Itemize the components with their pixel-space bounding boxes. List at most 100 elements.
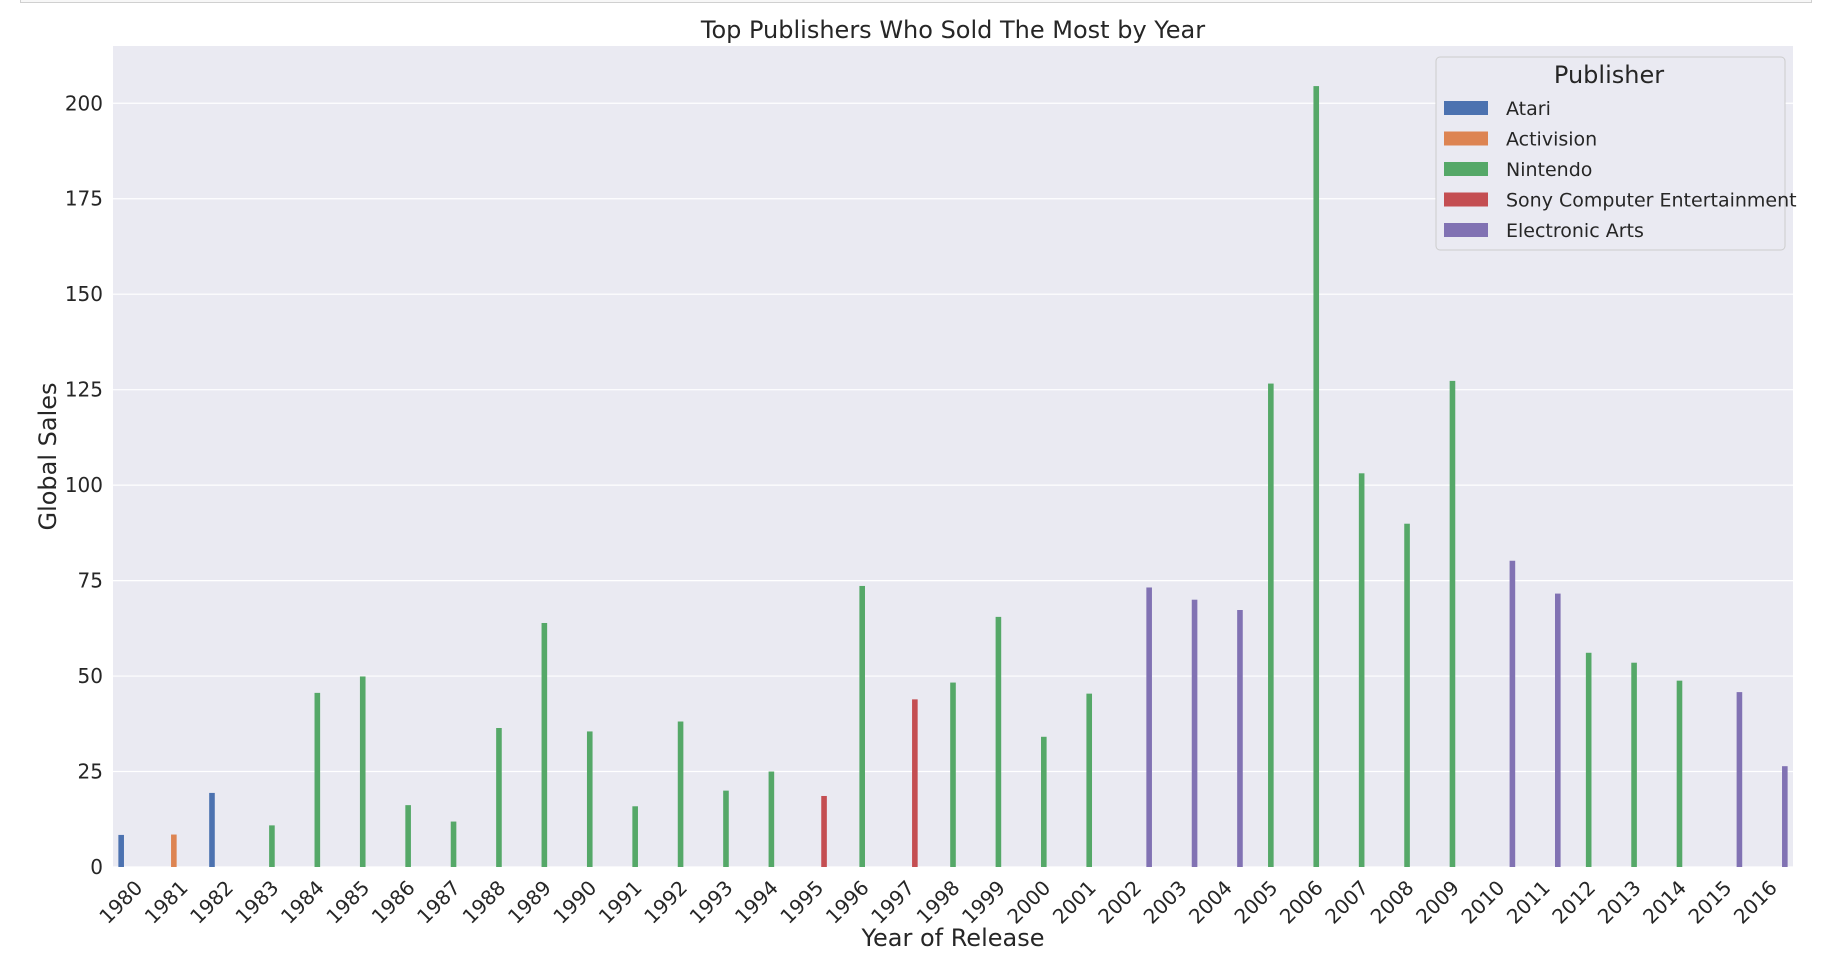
bar: [821, 795, 827, 867]
legend-swatch: [1444, 101, 1488, 115]
legend-swatch: [1444, 192, 1488, 207]
y-tick-label: 75: [78, 569, 103, 593]
bar: [1585, 652, 1592, 867]
x-axis-ticks: 1980198119821983198419851986198719881989…: [94, 876, 1782, 929]
x-tick-label: 1996: [821, 876, 874, 929]
x-tick-label: 2001: [1048, 876, 1101, 929]
x-tick-label: 2010: [1456, 876, 1509, 929]
x-tick-label: 1997: [866, 876, 919, 929]
bar: [768, 771, 775, 867]
bars: [118, 86, 1788, 868]
x-tick-label: 2014: [1638, 876, 1691, 929]
x-tick-label: 1985: [321, 876, 374, 929]
x-tick-label: 2006: [1275, 876, 1328, 929]
window-frame: [20, 0, 1812, 3]
x-tick-label: 2016: [1729, 876, 1782, 929]
x-tick-label: 2008: [1366, 876, 1419, 929]
x-tick-label: 2009: [1411, 876, 1464, 929]
bar: [723, 790, 729, 867]
x-tick-label: 1994: [730, 876, 783, 929]
bar: [586, 731, 593, 867]
y-axis-ticks: 0 25 50 75 100 125 150 175 200: [65, 91, 103, 879]
legend-label: Activision: [1506, 129, 1597, 151]
bar: [541, 622, 548, 867]
legend-label: Sony Computer Entertainment: [1506, 190, 1797, 212]
x-tick-label: 2003: [1139, 876, 1192, 929]
x-tick-label: 1992: [639, 876, 692, 929]
bar: [1041, 736, 1047, 867]
bar: [314, 692, 321, 867]
legend-label: Nintendo: [1506, 159, 1592, 181]
x-tick-label: 1988: [458, 876, 511, 929]
bar: [1555, 593, 1561, 867]
x-tick-label: 1983: [230, 876, 283, 929]
bar: [677, 721, 684, 867]
y-tick-label: 100: [65, 473, 103, 497]
x-tick-label: 1998: [912, 876, 965, 929]
x-tick-label: 2005: [1229, 876, 1282, 929]
x-tick-label: 1987: [412, 876, 465, 929]
bar: [1449, 380, 1456, 867]
x-tick-label: 1986: [367, 876, 420, 929]
chart-title: Top Publishers Who Sold The Most by Year: [700, 16, 1205, 44]
bar: [209, 792, 215, 867]
y-tick-label: 175: [65, 187, 103, 211]
legend-swatch: [1444, 131, 1488, 146]
x-tick-label: 1995: [775, 876, 828, 929]
x-tick-label: 2015: [1683, 876, 1736, 929]
legend-swatch: [1444, 223, 1488, 237]
y-tick-label: 0: [90, 855, 103, 879]
x-tick-label: 1984: [276, 876, 329, 929]
legend: Publisher Atari Activision Nintendo Sony Co…: [1435, 56, 1797, 251]
y-tick-label: 50: [78, 664, 103, 688]
y-tick-label: 25: [78, 760, 103, 784]
bar: [171, 834, 177, 867]
x-tick-label: 1991: [594, 876, 647, 929]
bar: [450, 821, 457, 867]
bar: [1676, 680, 1683, 867]
x-tick-label: 1989: [503, 876, 556, 929]
x-tick-label: 2013: [1593, 876, 1646, 929]
legend-items: Atari Activision Nintendo Sony Computer Ent…: [1444, 98, 1797, 242]
x-tick-label: 2004: [1184, 876, 1237, 929]
x-tick-label: 1999: [957, 876, 1010, 929]
legend-swatch: [1444, 162, 1488, 176]
x-tick-label: 1980: [94, 876, 147, 929]
bar: [359, 676, 366, 867]
bar: [950, 682, 956, 867]
bar: [1631, 662, 1637, 867]
x-axis-label: Year of Release: [861, 924, 1045, 952]
x-tick-label: 2011: [1502, 876, 1555, 929]
legend-box: [1435, 56, 1786, 251]
bar: [1782, 766, 1788, 867]
bar: [1146, 587, 1152, 867]
bar: [1237, 610, 1243, 867]
y-tick-label: 125: [65, 378, 103, 402]
bar: [1509, 560, 1516, 867]
x-tick-label: 2012: [1547, 876, 1600, 929]
y-axis-label: Global Sales: [34, 382, 62, 530]
y-tick-label: 150: [65, 282, 103, 306]
bar: [1086, 693, 1093, 867]
bar: [1191, 599, 1198, 867]
bar: [1313, 86, 1320, 868]
x-tick-label: 2002: [1093, 876, 1146, 929]
x-tick-label: 1990: [548, 876, 601, 929]
bar: [1268, 383, 1274, 867]
legend-label: Atari: [1506, 98, 1551, 120]
bar: [405, 805, 411, 867]
bar: [912, 699, 918, 867]
legend-label: Electronic Arts: [1506, 220, 1644, 242]
bar: [859, 585, 865, 867]
y-tick-label: 200: [65, 91, 103, 115]
bar: [1736, 692, 1743, 867]
bar: [1404, 523, 1410, 867]
x-tick-label: 1993: [685, 876, 738, 929]
bar: [1358, 473, 1365, 867]
bar: [269, 825, 275, 867]
bar: [632, 806, 638, 867]
bar: [118, 834, 124, 867]
bar: [496, 728, 502, 867]
x-tick-label: 2007: [1320, 876, 1373, 929]
